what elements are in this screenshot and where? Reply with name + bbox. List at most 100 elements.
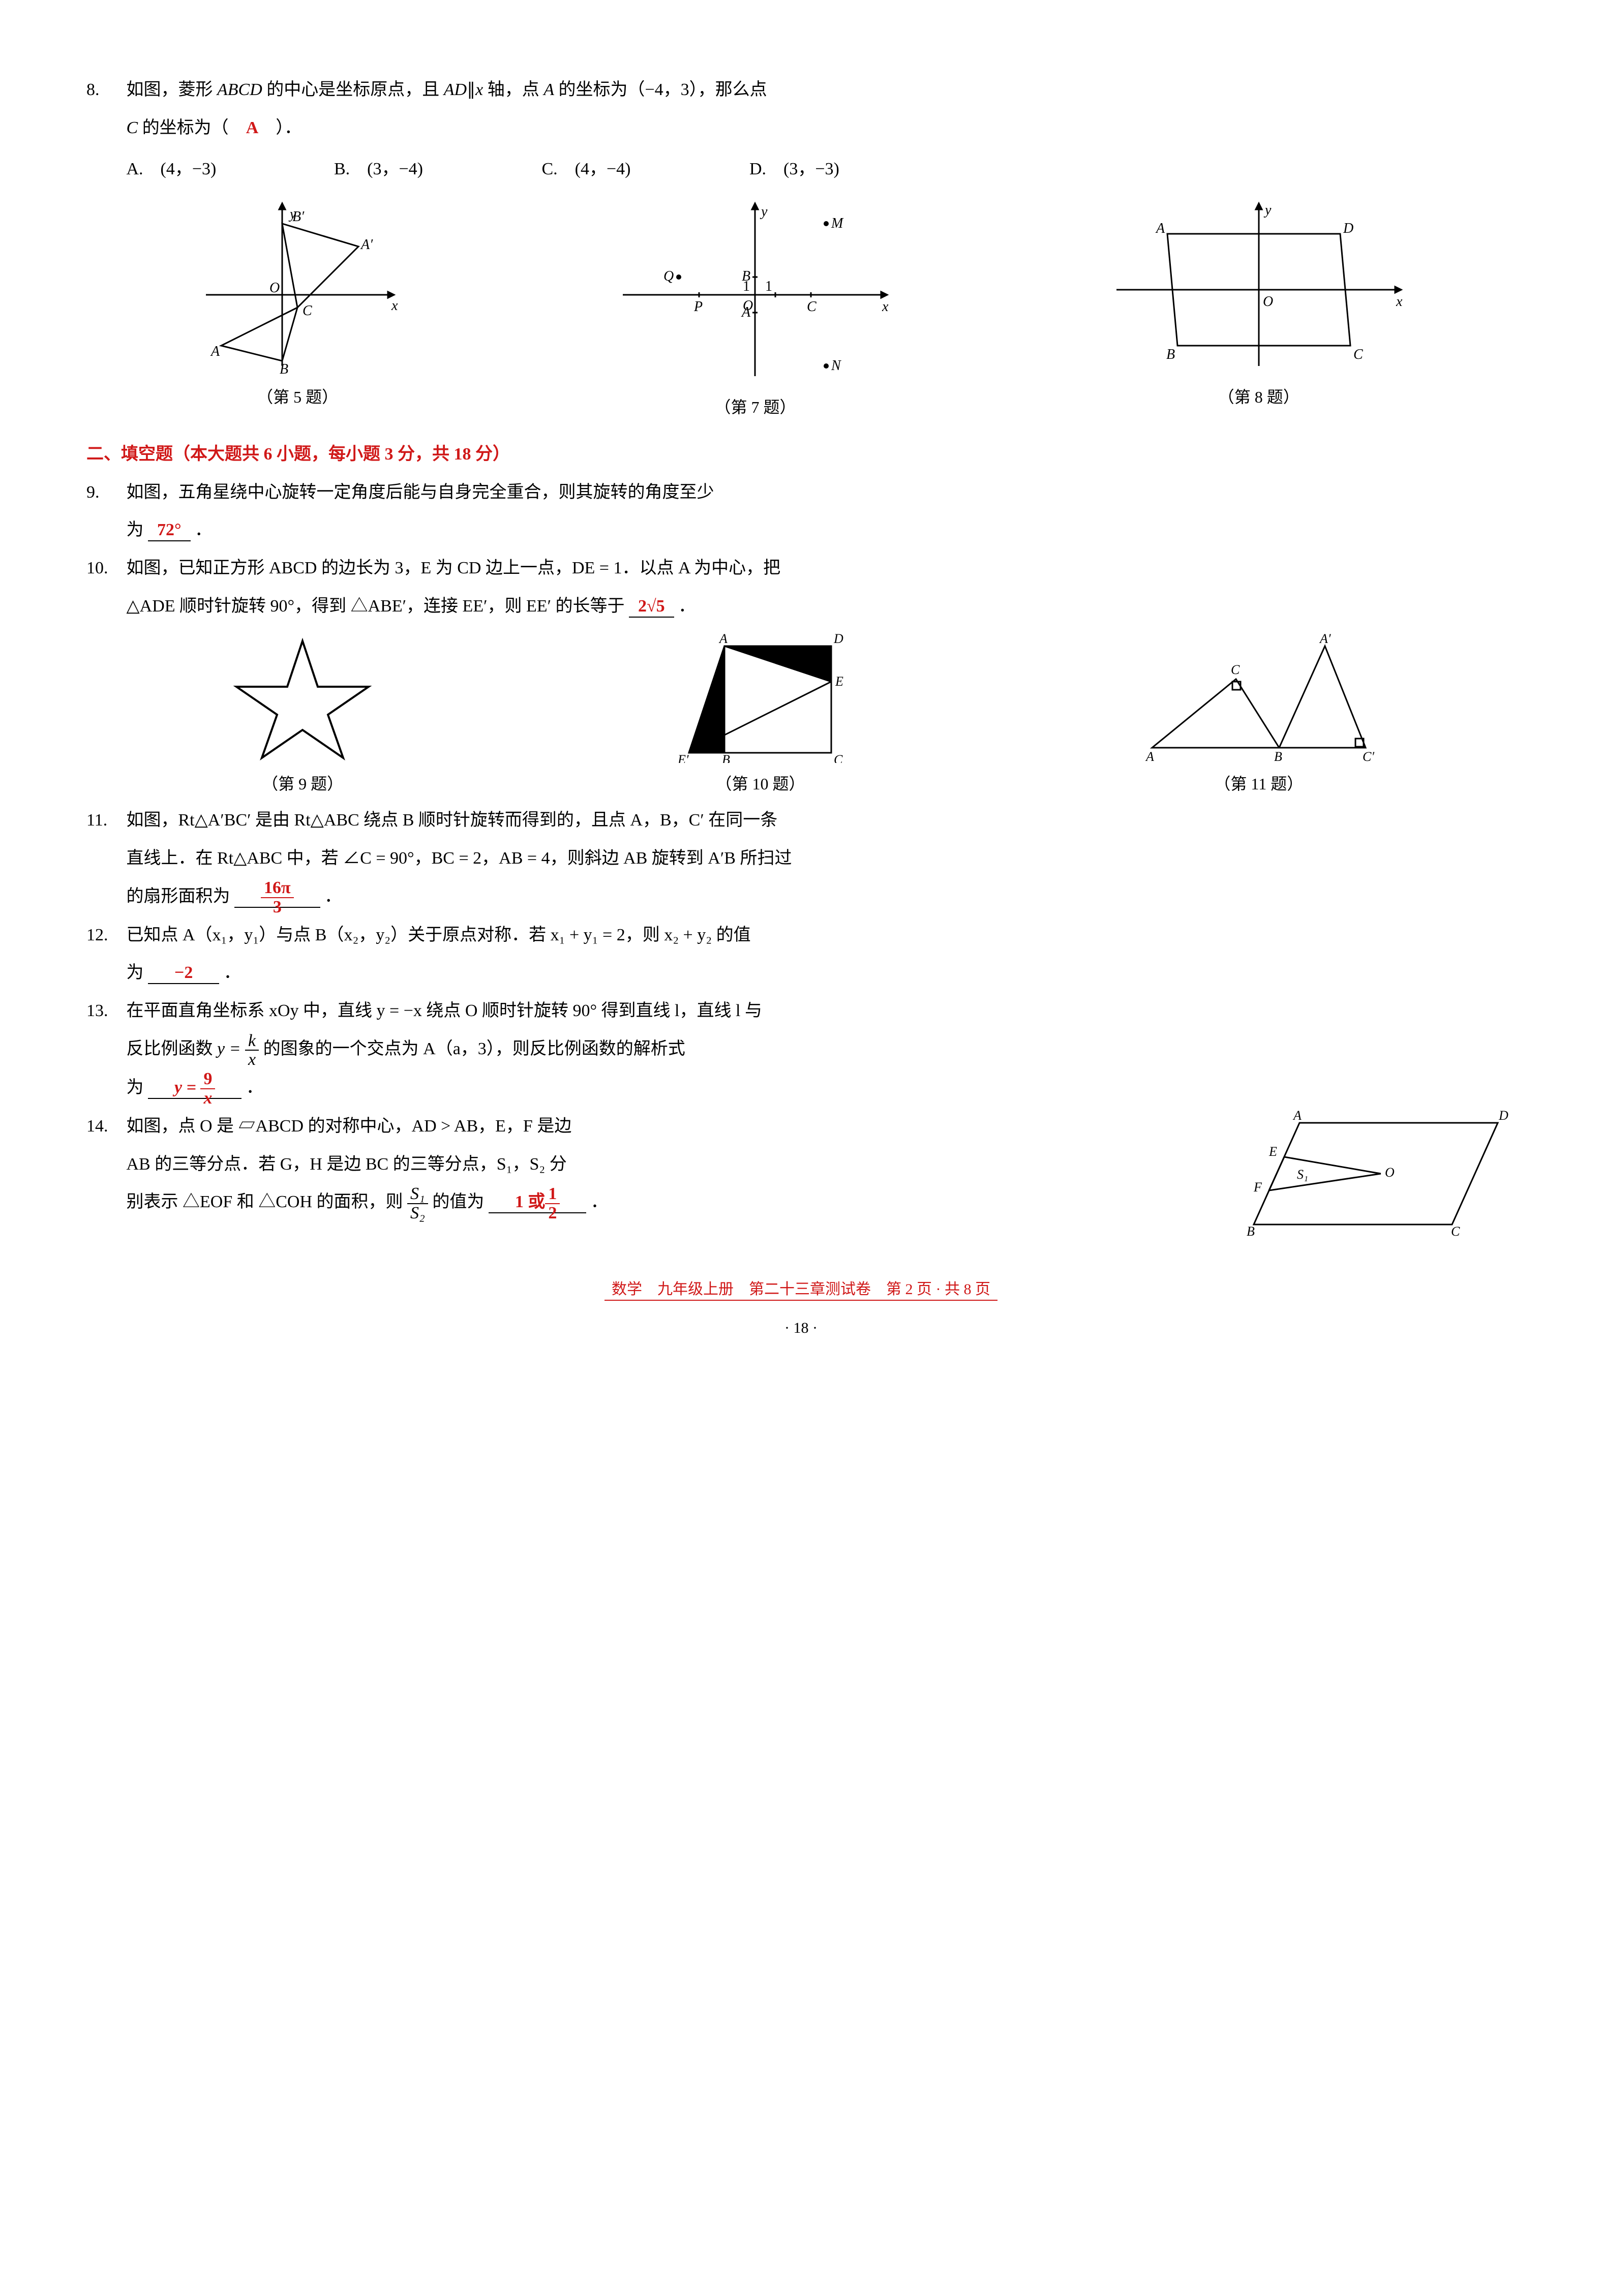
caption-7: （第 7 题） xyxy=(613,389,897,425)
svg-text:Q: Q xyxy=(663,268,674,284)
fig14: A D B C E F O S₁ xyxy=(1236,1108,1516,1240)
q11-body: 如图，Rt△A′BC′ 是由 Rt△ABC 绕点 B 顺时针旋转而得到的，且点 … xyxy=(127,802,1515,916)
t: 的中心是坐标原点，且 xyxy=(262,80,444,99)
caption-5: （第 5 题） xyxy=(191,379,404,415)
q10-num: 10. xyxy=(86,549,122,588)
t: 如图，五角星绕中心旋转一定角度后能与自身完全重合，则其旋转的角度至少 xyxy=(127,483,714,502)
q8: 8. 如图，菱形 ABCD 的中心是坐标原点，且 AD∥x 轴，点 A 的坐标为… xyxy=(86,71,1516,188)
opt-a: A. (4，−3) xyxy=(127,150,330,189)
page-number: · 18 · xyxy=(86,1311,1516,1345)
svg-text:C: C xyxy=(1353,347,1363,362)
t: 如图，Rt△A′BC′ 是由 Rt△ABC 绕点 B 顺时针旋转而得到的，且点 … xyxy=(127,811,778,830)
q14-answer: 1 或12 xyxy=(515,1192,560,1211)
svg-text:A: A xyxy=(210,344,220,359)
q13-answer: y = 9x xyxy=(174,1078,215,1097)
q8-options: A. (4，−3) B. (3，−4) C. (4，−4) D. (3，−3) xyxy=(127,150,1515,189)
t: 的扇形面积为 xyxy=(127,887,230,906)
opt-d: D. (3，−3) xyxy=(749,150,953,189)
svg-text:A: A xyxy=(741,304,751,320)
svg-text:D: D xyxy=(1343,221,1353,236)
q11-answer: 16π3 xyxy=(261,879,294,916)
q11-num: 11. xyxy=(86,802,122,840)
t: ． xyxy=(195,521,212,539)
svg-text:F: F xyxy=(1253,1180,1262,1195)
q9-num: 9. xyxy=(86,474,122,512)
t: ）． xyxy=(258,118,301,137)
svg-text:y: y xyxy=(760,204,768,220)
svg-text:A: A xyxy=(1145,749,1154,763)
t: C xyxy=(127,118,138,137)
t: 的坐标为（−4，3），那么点 xyxy=(554,80,767,99)
fig8-svg: y x O A D B C xyxy=(1106,193,1411,376)
svg-text:A: A xyxy=(718,631,728,646)
svg-text:B′: B′ xyxy=(292,209,305,225)
t: ． xyxy=(678,597,696,616)
t: 的坐标为（ xyxy=(138,118,246,137)
svg-text:E′: E′ xyxy=(677,752,689,763)
q14-body: 如图，点 O 是 ▱ABCD 的对称中心，AD > AB，E，F 是边 AB 的… xyxy=(127,1108,1235,1222)
svg-text:C: C xyxy=(1451,1224,1460,1239)
svg-text:y: y xyxy=(1263,202,1272,218)
svg-text:M: M xyxy=(831,216,844,231)
footer: 数学 九年级上册 第二十三章测试卷 第 2 页 · 共 8 页 · 18 · xyxy=(86,1270,1516,1345)
svg-text:E: E xyxy=(1268,1144,1277,1159)
svg-text:O: O xyxy=(1385,1165,1395,1180)
t: 直线上．在 Rt△ABC 中，若 ∠C = 90°，BC = 2，AB = 4，… xyxy=(127,849,792,868)
svg-text:C′: C′ xyxy=(1363,749,1374,763)
fig8: y x O A D B C （第 8 题） xyxy=(1106,193,1411,425)
fig9-svg xyxy=(221,631,384,763)
q11: 11. 如图，Rt△A′BC′ 是由 Rt△ABC 绕点 B 顺时针旋转而得到的… xyxy=(86,802,1516,916)
q9: 9. 如图，五角星绕中心旋转一定角度后能与自身完全重合，则其旋转的角度至少 为 … xyxy=(86,474,1516,550)
svg-text:C: C xyxy=(834,752,843,763)
svg-text:P: P xyxy=(693,299,703,315)
svg-text:A′: A′ xyxy=(360,237,373,253)
q13-num: 13. xyxy=(86,992,122,1030)
svg-text:B: B xyxy=(280,361,288,376)
frac-k-x: kx xyxy=(245,1032,259,1069)
fig10-svg: A D E C B E′ xyxy=(653,631,867,763)
t: ∥ xyxy=(467,80,475,99)
t: 在平面直角坐标系 xOy 中，直线 y = −x 绕点 O 顺时针旋转 90° … xyxy=(127,1001,762,1020)
section-2-title: 二、填空题（本大题共 6 小题，每小题 3 分，共 18 分） xyxy=(86,436,1516,474)
t: 为 xyxy=(127,521,144,539)
svg-text:B: B xyxy=(1166,347,1175,362)
t: 别表示 △EOF 和 △COH 的面积，则 xyxy=(127,1192,403,1211)
t: ． xyxy=(591,1192,608,1211)
q10-body: 如图，已知正方形 ABCD 的边长为 3，E 为 CD 边上一点，DE = 1．… xyxy=(127,549,1515,626)
fig7-svg: y x O B A 1 1 P C Q M N xyxy=(613,193,897,386)
fig9: （第 9 题） xyxy=(221,631,384,802)
q12-body: 已知点 A（x₁，y₁）与点 B（x₂，y₂）关于原点对称．若 x₁ + y₁ … xyxy=(127,916,1515,993)
svg-text:D: D xyxy=(1498,1108,1508,1123)
fig7: y x O B A 1 1 P C Q M N （第 7 题） xyxy=(613,193,897,425)
fig10: A D E C B E′ （第 10 题） xyxy=(653,631,867,802)
caption-10: （第 10 题） xyxy=(653,766,867,802)
figure-row-1: y x O A B C B′ A′ （第 5 题） xyxy=(86,193,1516,425)
caption-9: （第 9 题） xyxy=(221,766,384,802)
opt-b: B. (3，−4) xyxy=(334,150,537,189)
svg-text:N: N xyxy=(831,358,841,374)
svg-text:O: O xyxy=(269,280,280,296)
t: ． xyxy=(324,887,342,906)
svg-text:x: x xyxy=(1396,294,1403,310)
caption-8: （第 8 题） xyxy=(1106,379,1411,415)
q12-num: 12. xyxy=(86,916,122,955)
t: A xyxy=(543,80,554,99)
svg-text:S₁: S₁ xyxy=(1297,1167,1308,1182)
t: AD xyxy=(444,80,467,99)
svg-text:A: A xyxy=(1155,221,1165,236)
svg-text:C: C xyxy=(303,303,312,319)
q14-num: 14. xyxy=(86,1108,122,1146)
q9-answer: 72° xyxy=(157,521,182,539)
q14: 14. 如图，点 O 是 ▱ABCD 的对称中心，AD > AB，E，F 是边 … xyxy=(86,1108,1516,1240)
fig11: A B C A′ C′ （第 11 题） xyxy=(1137,631,1381,802)
caption-11: （第 11 题） xyxy=(1137,766,1381,802)
t: 已知点 A（x₁，y₁）与点 B（x₂，y₂）关于原点对称．若 x₁ + y₁ … xyxy=(127,926,751,944)
opt-c: C. (4，−4) xyxy=(542,150,745,189)
fig5-svg: y x O A B C B′ A′ xyxy=(191,193,404,376)
q8-num: 8. xyxy=(86,71,122,109)
svg-text:O: O xyxy=(1263,294,1273,310)
svg-text:B: B xyxy=(1274,749,1282,763)
svg-text:D: D xyxy=(833,631,843,646)
t: y = xyxy=(217,1039,241,1058)
t: 的图象的一个交点为 A（a，3），则反比例函数的解析式 xyxy=(263,1039,685,1058)
